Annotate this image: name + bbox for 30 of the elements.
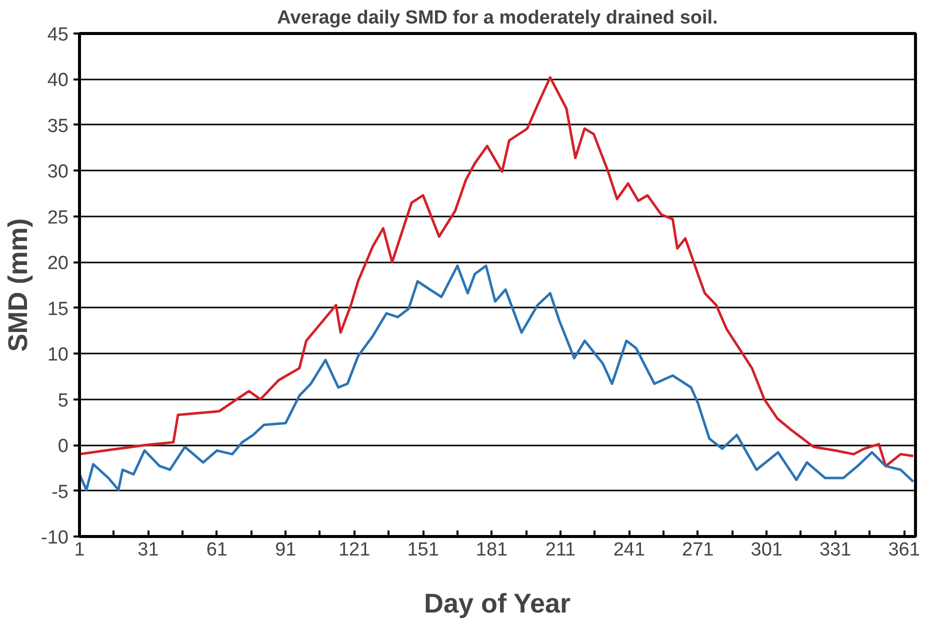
y-tick-label: 0 <box>58 436 69 458</box>
line-series <box>80 264 914 492</box>
x-tick-label: 121 <box>338 540 370 560</box>
x-tick-label: 361 <box>888 540 920 560</box>
y-tick-label: 35 <box>47 116 69 137</box>
y-tick-label: 40 <box>47 70 69 92</box>
y-tick-label: 30 <box>47 162 69 183</box>
y-tick-label: 45 <box>47 24 69 46</box>
y-tick-label: 15 <box>47 298 69 320</box>
y-tick-label: 25 <box>47 207 69 228</box>
x-tick-label: 271 <box>682 540 714 560</box>
x-tick-label: 151 <box>407 540 439 560</box>
x-tick-label: 241 <box>613 540 646 560</box>
x-tick-label: 211 <box>545 540 576 560</box>
y-tick-label: 20 <box>47 253 69 274</box>
x-tick-label: 181 <box>476 540 508 560</box>
chart-title: Average daily SMD for a moderately drained soil. <box>277 8 718 28</box>
x-tick-label: 31 <box>138 540 159 560</box>
y-axis-title: SMD (mm) <box>3 218 34 352</box>
x-tick-label: 91 <box>275 540 296 560</box>
y-tick-label: -10 <box>41 528 69 548</box>
x-tick-label: 331 <box>819 540 852 560</box>
y-tick-label: 5 <box>58 390 69 412</box>
y-tick-label: 10 <box>47 344 69 366</box>
x-axis-title: Day of Year <box>424 588 572 618</box>
x-tick-label: 301 <box>750 540 782 560</box>
line-series <box>80 76 914 468</box>
x-tick-label: 1 <box>74 540 85 560</box>
x-tick-label: 61 <box>206 540 228 560</box>
y-tick-label: -5 <box>52 482 69 503</box>
